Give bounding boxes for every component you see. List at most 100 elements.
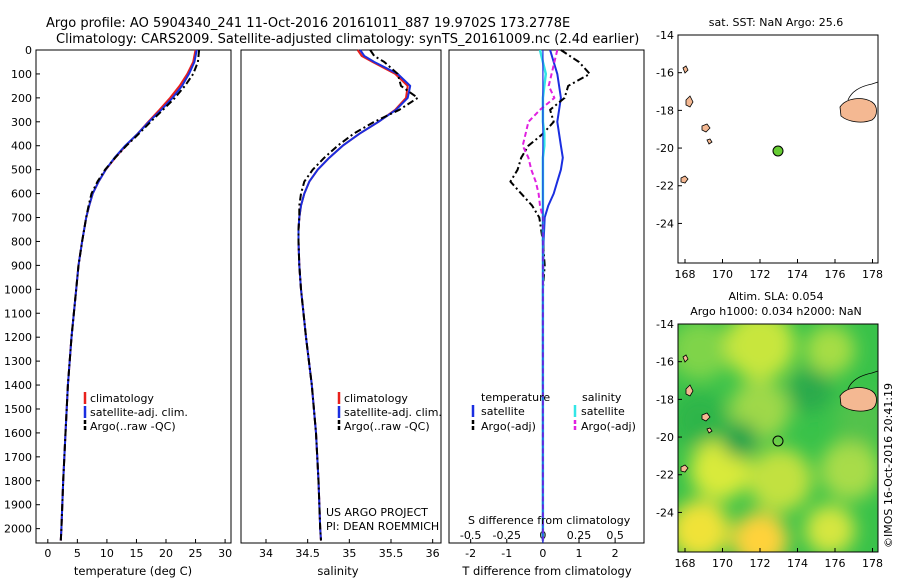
sla-patch xyxy=(722,422,758,458)
s-diff-tick-label: -0.25 xyxy=(493,529,521,542)
depth-tick-label: 800 xyxy=(11,235,32,248)
depth-tick-label: 1500 xyxy=(4,403,32,416)
difference-legend: temperature salinity satellite Argo(-adj… xyxy=(471,391,636,433)
sla-patch xyxy=(805,325,855,375)
map-x-tick-label: 176 xyxy=(825,557,846,570)
sla-map-title-line1: Altim. SLA: 0.054 xyxy=(728,290,823,303)
legend-label-satellite: satellite-adj. clim. xyxy=(90,406,188,419)
sla-patch xyxy=(725,324,795,380)
sla-patch xyxy=(678,324,730,380)
sla-patch xyxy=(732,512,788,552)
island xyxy=(839,387,877,412)
depth-tick-label: 1700 xyxy=(4,451,32,464)
x-tick-label: 1 xyxy=(576,547,583,560)
x-tick-label: 25 xyxy=(189,547,203,560)
legend-label-t-argo: Argo(-adj) xyxy=(481,420,536,433)
island xyxy=(685,384,694,397)
legend-label-climatology: climatology xyxy=(344,392,408,405)
salinity-series xyxy=(297,49,419,541)
island xyxy=(682,65,689,74)
legend-title-salinity: salinity xyxy=(582,391,622,404)
sst-map-coastline xyxy=(680,65,879,184)
x-tick-label: 35 xyxy=(342,547,356,560)
sla-patch xyxy=(820,440,878,500)
s-diff-tick-label: 0.5 xyxy=(606,529,624,542)
depth-tick-label: 1800 xyxy=(4,475,32,488)
series-line-2 xyxy=(59,49,198,541)
map-x-tick-label: 170 xyxy=(712,268,733,281)
x-tick-label: 0 xyxy=(539,547,546,560)
temperature-panel-frame xyxy=(35,49,232,544)
credit-project: US ARGO PROJECT xyxy=(326,506,428,519)
difference-panel-frame xyxy=(448,49,645,544)
island xyxy=(701,123,711,133)
map-x-tick-label: 174 xyxy=(787,268,808,281)
depth-tick-label: 1100 xyxy=(4,307,32,320)
map-x-tick-label: 172 xyxy=(750,557,771,570)
depth-tick-label: 400 xyxy=(11,140,32,153)
sst-map: sat. SST: NaN Argo: 25.6 -14 -16 -18 -20 -22… xyxy=(656,16,883,281)
map-y-tick-label: -24 xyxy=(656,506,674,519)
depth-tick-label: 100 xyxy=(11,68,32,81)
x-tick-label: -2 xyxy=(465,547,476,560)
salinity-x-axis: 34 34.5 35 35.5 36 xyxy=(259,539,440,560)
depth-tick-label: 1900 xyxy=(4,499,32,512)
sla-map: Altim. SLA: 0.054 Argo h1000: 0.034 h200… xyxy=(656,290,883,570)
sla-patch xyxy=(788,368,832,412)
depth-tick-label: 0 xyxy=(25,44,32,57)
reef-outline xyxy=(847,370,878,390)
map-y-tick-label: -16 xyxy=(656,67,674,80)
s-diff-tick-label: 0.25 xyxy=(567,529,592,542)
credit-pi: PI: DEAN ROEMMICH xyxy=(326,520,439,533)
map-y-tick-label: -16 xyxy=(656,356,674,369)
sla-map-axes: -14 -16 -18 -20 -22 -24 168 170 172 174 176 178 xyxy=(656,318,883,570)
sst-map-axes: -14 -16 -18 -20 -22 -24 168 170 172 174 176 178 xyxy=(656,29,883,281)
salinity-legend: climatology satellite-adj. clim. Argo(..… xyxy=(337,392,442,433)
map-x-tick-label: 172 xyxy=(750,268,771,281)
island xyxy=(685,95,694,108)
legend-title-temperature: temperature xyxy=(481,391,550,404)
x-tick-label: 34 xyxy=(259,547,273,560)
map-y-tick-label: -14 xyxy=(656,318,674,331)
depth-tick-label: 500 xyxy=(11,164,32,177)
x-tick-label: 30 xyxy=(218,547,232,560)
t-difference-xlabel: T difference from climatology xyxy=(461,564,632,578)
float-position-marker xyxy=(772,145,784,157)
depth-tick-label: 300 xyxy=(11,116,32,129)
salinity-xlabel: salinity xyxy=(317,564,358,578)
sla-patch xyxy=(805,505,855,552)
depth-tick-label: 1300 xyxy=(4,355,32,368)
depth-tick-label: 600 xyxy=(11,188,32,201)
map-y-tick-label: -18 xyxy=(656,393,674,406)
series-line-3 xyxy=(59,49,201,541)
map-x-tick-label: 168 xyxy=(675,268,696,281)
x-tick-label: 5 xyxy=(74,547,81,560)
x-tick-label: 10 xyxy=(100,547,114,560)
reef-outline xyxy=(847,81,879,101)
depth-tick-label: 1400 xyxy=(4,379,32,392)
legend-label-argo: Argo(..raw -QC) xyxy=(90,420,176,433)
island xyxy=(680,464,689,473)
depth-tick-label: 1600 xyxy=(4,427,32,440)
legend-label-s-argo: Argo(-adj) xyxy=(581,420,636,433)
island xyxy=(839,98,877,123)
map-x-tick-label: 168 xyxy=(675,557,696,570)
x-tick-label: 34.5 xyxy=(295,547,320,560)
map-y-tick-label: -20 xyxy=(656,431,674,444)
imos-timestamp: ©IMOS 16-Oct-2016 20:41:19 xyxy=(882,383,895,548)
header-title-line2: Climatology: CARS2009. Satellite-adjuste… xyxy=(56,32,639,47)
island xyxy=(706,427,713,434)
sst-map-title: sat. SST: NaN Argo: 25.6 xyxy=(709,16,843,29)
depth-tick-label: 900 xyxy=(11,259,32,272)
map-x-tick-label: 174 xyxy=(787,557,808,570)
map-y-tick-label: -22 xyxy=(656,180,674,193)
x-tick-label: -1 xyxy=(501,547,512,560)
temperature-legend: climatology satellite-adj. clim. Argo(..… xyxy=(83,392,188,433)
map-y-tick-label: -20 xyxy=(656,142,674,155)
legend-label-argo: Argo(..raw -QC) xyxy=(344,420,430,433)
map-y-tick-label: -22 xyxy=(656,469,674,482)
depth-tick-label: 1000 xyxy=(4,283,32,296)
depth-tick-label: 200 xyxy=(11,92,32,105)
legend-label-satellite: satellite-adj. clim. xyxy=(344,406,442,419)
